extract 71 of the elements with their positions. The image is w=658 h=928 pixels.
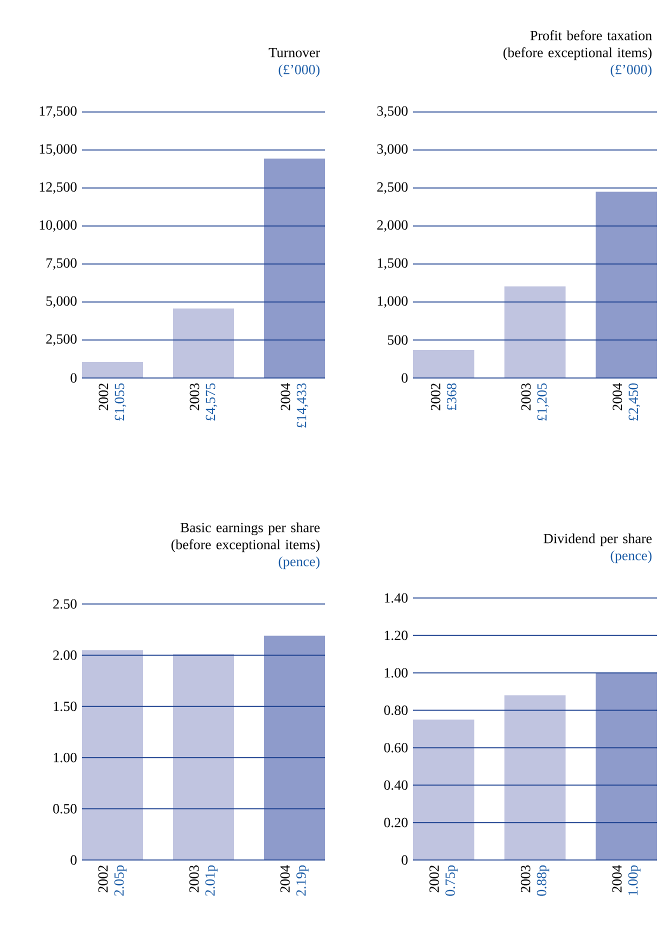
y-tick-label: 1.00	[384, 668, 408, 678]
y-tick-label: 0.50	[53, 804, 77, 814]
x-tick-label: 2003	[520, 865, 530, 892]
x-tick-label: 2002	[430, 384, 440, 410]
y-tick-label: 0	[402, 373, 408, 383]
data-label: 2.05p	[114, 865, 127, 896]
y-tick-label: 2,500	[46, 334, 77, 346]
chart-subtitle: (£’000)	[610, 64, 652, 78]
data-label: £1,055	[114, 383, 126, 421]
y-tick-label: 0	[402, 855, 408, 865]
y-tick-label: 0.80	[384, 706, 408, 716]
chart-title: Profit before taxation (before exceptional items)	[503, 30, 652, 60]
y-tick-label: 7,500	[46, 258, 77, 270]
data-label: 2.01p	[205, 865, 218, 896]
x-tick-label: 2002	[429, 866, 439, 892]
x-tick-label: 2002	[98, 384, 108, 410]
y-tick-label: 500	[388, 335, 408, 345]
data-label: £1,205	[537, 383, 549, 421]
bar	[596, 672, 657, 860]
chart-title: Turnover	[268, 48, 320, 58]
y-tick-label: 0.60	[384, 742, 408, 752]
y-tick-label: 3,500	[377, 106, 408, 118]
data-label: 2.19p	[296, 865, 309, 896]
y-tick-label: 3,000	[377, 144, 408, 156]
chart-subtitle: (£’000)	[278, 64, 320, 78]
x-tick-label: 2004	[280, 865, 290, 892]
chart-subtitle: (pence)	[278, 556, 320, 570]
y-tick-label: 0	[70, 373, 77, 383]
data-label: 1.00p	[628, 865, 641, 896]
y-tick-label: 1.20	[384, 630, 408, 640]
bar	[82, 362, 143, 378]
data-label: £368	[446, 383, 456, 410]
chart-subtitle: (pence)	[610, 550, 652, 564]
x-tick-label: 2002	[98, 866, 108, 892]
y-tick-label: 2.00	[53, 650, 77, 660]
y-tick-label: 15,000	[40, 144, 77, 156]
bar	[413, 720, 474, 860]
y-tick-label: 5,000	[46, 296, 77, 308]
x-tick-label: 2004	[612, 383, 622, 410]
y-tick-label: 1.00	[54, 752, 77, 762]
y-tick-label: 1,500	[378, 258, 408, 270]
data-label: 0.88p	[536, 865, 550, 896]
y-tick-label: 1.50	[54, 702, 77, 712]
x-tick-label: 2004	[612, 865, 622, 892]
data-label: £14,433	[296, 383, 308, 428]
bar	[504, 695, 566, 860]
x-tick-label: 2003	[189, 865, 199, 892]
bar	[504, 286, 566, 378]
chart-title: Dividend per share	[544, 533, 652, 546]
y-tick-label: 2,500	[377, 182, 408, 194]
bar	[173, 308, 234, 378]
y-tick-label: 1,000	[378, 296, 408, 308]
y-tick-label: 0	[70, 855, 77, 865]
chart-title: Basic earnings per share (before exceptional items)	[171, 522, 320, 552]
bar	[596, 192, 657, 378]
bar	[264, 158, 325, 378]
x-tick-label: 2003	[521, 383, 531, 410]
y-tick-label: 12,500	[40, 182, 77, 194]
y-tick-label: 2.50	[53, 599, 77, 609]
y-tick-label: 0.40	[384, 780, 408, 790]
bar	[413, 350, 474, 378]
y-tick-label: 17,500	[40, 106, 77, 118]
data-label: £4,575	[206, 383, 218, 421]
y-tick-label: 1.40	[384, 593, 408, 603]
x-tick-label: 2004	[280, 383, 290, 410]
x-tick-label: 2003	[190, 383, 200, 410]
y-tick-label: 0.20	[384, 818, 408, 828]
data-label: £2,450	[628, 383, 640, 421]
y-tick-label: 10,000	[40, 220, 77, 232]
data-label: 0.75p	[445, 865, 458, 896]
y-tick-label: 2,000	[377, 220, 408, 232]
